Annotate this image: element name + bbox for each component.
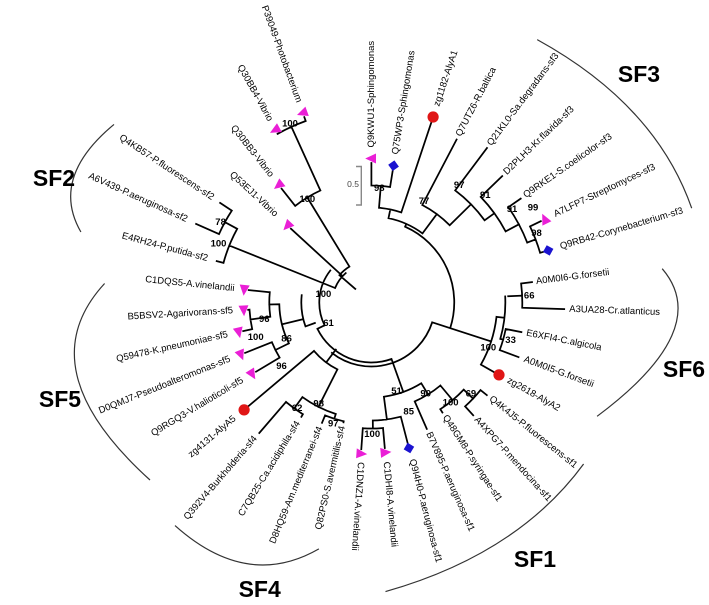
svg-text:A3UA28-Cr.atlanticus: A3UA28-Cr.atlanticus	[569, 304, 660, 318]
svg-text:100: 100	[315, 289, 331, 300]
svg-text:0.5: 0.5	[347, 179, 359, 189]
svg-text:SF1: SF1	[514, 546, 556, 572]
svg-text:91: 91	[507, 204, 518, 215]
svg-text:SF4: SF4	[239, 576, 281, 600]
svg-text:78: 78	[215, 217, 226, 228]
svg-text:97: 97	[454, 180, 465, 191]
svg-text:91: 91	[480, 190, 491, 201]
svg-text:97: 97	[328, 419, 339, 430]
svg-text:85: 85	[403, 406, 414, 417]
svg-text:66: 66	[524, 291, 535, 302]
svg-text:98: 98	[313, 399, 324, 410]
svg-text:100: 100	[443, 398, 459, 409]
svg-text:61: 61	[323, 318, 334, 329]
svg-text:51: 51	[391, 386, 402, 397]
svg-text:100: 100	[211, 238, 227, 249]
svg-text:SF6: SF6	[663, 356, 705, 382]
svg-text:100: 100	[282, 118, 298, 129]
svg-text:Q9KWU1-Sphingomonas: Q9KWU1-Sphingomonas	[366, 41, 377, 148]
svg-text:100: 100	[364, 429, 380, 440]
svg-text:98: 98	[374, 183, 385, 194]
svg-text:90: 90	[420, 389, 431, 400]
svg-text:69: 69	[466, 389, 477, 400]
svg-text:62: 62	[292, 403, 303, 414]
svg-text:100: 100	[480, 342, 496, 353]
svg-text:100: 100	[248, 332, 264, 343]
svg-text:86: 86	[281, 333, 292, 344]
svg-text:98: 98	[531, 228, 542, 239]
svg-text:33: 33	[505, 335, 516, 346]
svg-text:96: 96	[276, 361, 287, 372]
svg-text:96: 96	[259, 314, 270, 325]
svg-text:99: 99	[528, 203, 539, 214]
svg-text:SF2: SF2	[33, 165, 75, 191]
svg-text:77: 77	[419, 196, 430, 207]
svg-text:SF5: SF5	[39, 386, 81, 412]
svg-text:SF3: SF3	[618, 61, 660, 87]
svg-text:100: 100	[299, 194, 315, 205]
